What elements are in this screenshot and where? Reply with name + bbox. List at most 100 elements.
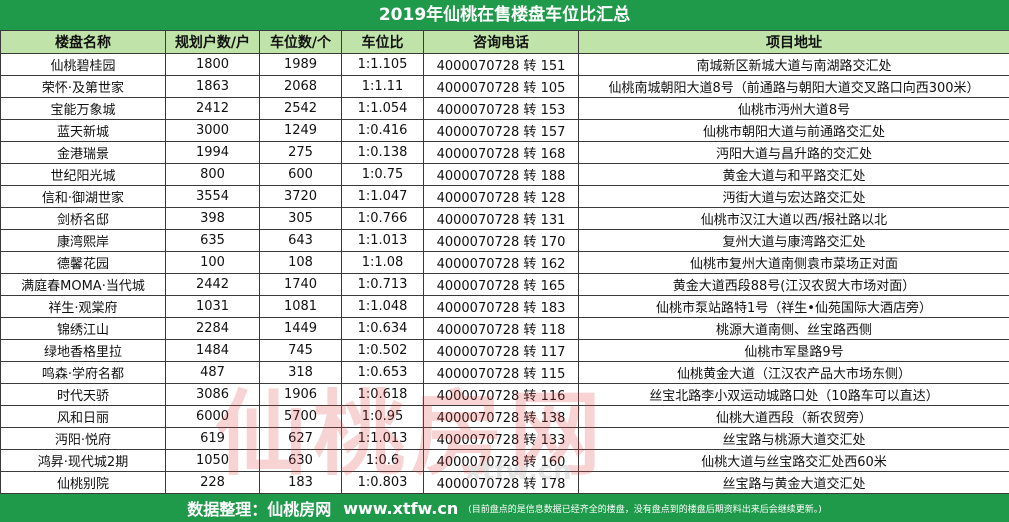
cell-parking: 643: [259, 229, 342, 252]
cell-ratio: 1:0.653: [341, 361, 424, 384]
table-row: 金港瑞景 1994 275 1:0.138 4000070728 转 168 沔阳大道与昌…: [0, 141, 1009, 164]
table-row: 鸣森·学府名都 487 318 1:0.653 4000070728 转 115 仙桃黄金…: [0, 361, 1009, 384]
cell-name: 信和·御湖世家: [0, 185, 166, 208]
cell-address: 仙桃市泵站路特1号（祥生•仙苑国际大酒店旁）: [578, 295, 1009, 318]
cell-households: 100: [165, 251, 260, 274]
cell-parking: 183: [259, 471, 342, 494]
cell-address: 南城新区新城大道与南湖路交汇处: [578, 53, 1009, 76]
table-row: 风和日丽 6000 5700 1:0.95 4000070728 转 138 仙桃大道西段…: [0, 405, 1009, 428]
table-row: 仙桃碧桂园 1800 1989 1:1.105 4000070728 转 151 南城新区…: [0, 53, 1009, 76]
cell-ratio: 1:0.95: [341, 405, 424, 428]
cell-name: 蓝天新城: [0, 119, 166, 142]
footer-website-link[interactable]: www.xtfw.cn: [343, 498, 459, 518]
cell-phone: 4000070728 转 153: [423, 97, 579, 120]
cell-households: 398: [165, 207, 260, 230]
cell-parking: 1249: [259, 119, 342, 142]
table-row: 信和·御湖世家 3554 3720 1:1.047 4000070728 转 128 沔街…: [0, 185, 1009, 208]
cell-address: 黄金大道与和平路交汇处: [578, 163, 1009, 186]
cell-parking: 1989: [259, 53, 342, 76]
table-row: 锦绣江山 2284 1449 1:0.634 4000070728 转 118 桃源大道南…: [0, 317, 1009, 340]
col-header-households: 规划户数/户: [165, 30, 260, 54]
cell-ratio: 1:0.803: [341, 471, 424, 494]
cell-ratio: 1:0.634: [341, 317, 424, 340]
cell-phone: 4000070728 转 157: [423, 119, 579, 142]
table-row: 沔阳·悦府 619 627 1:1.013 4000070728 转 133 丝宝路与桃源…: [0, 427, 1009, 450]
cell-address: 仙桃市沔州大道8号: [578, 97, 1009, 120]
table-row: 仙桃别院 228 183 1:0.803 4000070728 转 178 丝宝路与黄金大…: [0, 471, 1009, 494]
col-header-ratio: 车位比: [341, 30, 424, 54]
cell-ratio: 1:0.75: [341, 163, 424, 186]
table-row: 满庭春MOMA·当代城 2442 1740 1:0.713 4000070728 转 1…: [0, 273, 1009, 296]
cell-address: 仙桃大道与丝宝路交汇处西60米: [578, 449, 1009, 472]
cell-phone: 4000070728 转 131: [423, 207, 579, 230]
cell-phone: 4000070728 转 117: [423, 339, 579, 362]
cell-phone: 4000070728 转 188: [423, 163, 579, 186]
cell-phone: 4000070728 转 118: [423, 317, 579, 340]
cell-ratio: 1:1.013: [341, 229, 424, 252]
cell-name: 时代天骄: [0, 383, 166, 406]
cell-ratio: 1:1.105: [341, 53, 424, 76]
cell-name: 剑桥名邸: [0, 207, 166, 230]
cell-phone: 4000070728 转 151: [423, 53, 579, 76]
cell-address: 仙桃黄金大道（江汉农产品大市场东侧）: [578, 361, 1009, 384]
cell-name: 鸣森·学府名都: [0, 361, 166, 384]
table-title: 2019年仙桃在售楼盘车位比汇总: [0, 0, 1009, 31]
cell-phone: 4000070728 转 133: [423, 427, 579, 450]
cell-parking: 275: [259, 141, 342, 164]
cell-address: 仙桃市复州大道南侧袁市菜场正对面: [578, 251, 1009, 274]
cell-parking: 745: [259, 339, 342, 362]
cell-name: 荣怀·及第世家: [0, 75, 166, 98]
cell-phone: 4000070728 转 138: [423, 405, 579, 428]
cell-ratio: 1:0.502: [341, 339, 424, 362]
table-row: 鸿昇·现代城2期 1050 630 1:0.6 4000070728 转 160 仙桃大道…: [0, 449, 1009, 472]
table-row: 荣怀·及第世家 1863 2068 1:1.11 4000070728 转 105 仙桃南…: [0, 75, 1009, 98]
cell-households: 3000: [165, 119, 260, 142]
cell-parking: 1081: [259, 295, 342, 318]
cell-ratio: 1:1.08: [341, 251, 424, 274]
cell-name: 宝能万象城: [0, 97, 166, 120]
cell-address: 丝宝北路李小双运动城路口处（10路车可以直达）: [578, 383, 1009, 406]
cell-parking: 627: [259, 427, 342, 450]
cell-address: 仙桃市军垦路9号: [578, 339, 1009, 362]
parking-ratio-table: 楼盘名称 规划户数/户 车位数/个 车位比 咨询电话 项目地址 仙桃碧桂园 180…: [0, 30, 1009, 494]
cell-households: 2412: [165, 97, 260, 120]
footer-bar: 数据整理：仙桃房网 www.xtfw.cn (目前盘点的是信息数据已经齐全的楼盘…: [0, 494, 1009, 522]
cell-name: 仙桃碧桂园: [0, 53, 166, 76]
cell-parking: 1906: [259, 383, 342, 406]
table-row: 世纪阳光城 800 600 1:0.75 4000070728 转 188 黄金大道与和平…: [0, 163, 1009, 186]
cell-address: 复州大道与康湾路交汇处: [578, 229, 1009, 252]
table-row: 德馨花园 100 108 1:1.08 4000070728 转 162 仙桃市复州大道南…: [0, 251, 1009, 274]
cell-name: 沔阳·悦府: [0, 427, 166, 450]
table-row: 宝能万象城 2412 2542 1:1.054 4000070728 转 153 仙桃市沔…: [0, 97, 1009, 120]
cell-ratio: 1:1.013: [341, 427, 424, 450]
cell-parking: 1740: [259, 273, 342, 296]
cell-households: 800: [165, 163, 260, 186]
cell-parking: 2542: [259, 97, 342, 120]
cell-ratio: 1:0.138: [341, 141, 424, 164]
cell-phone: 4000070728 转 168: [423, 141, 579, 164]
cell-phone: 4000070728 转 105: [423, 75, 579, 98]
cell-ratio: 1:0.416: [341, 119, 424, 142]
cell-households: 2284: [165, 317, 260, 340]
cell-address: 仙桃南城朝阳大道8号（前通路与朝阳大道交叉路口向西300米）: [578, 75, 1009, 98]
cell-address: 仙桃市汉江大道以西/报社路以北: [578, 207, 1009, 230]
cell-parking: 3720: [259, 185, 342, 208]
cell-name: 金港瑞景: [0, 141, 166, 164]
table-row: 剑桥名邸 398 305 1:0.766 4000070728 转 131 仙桃市汉江大道…: [0, 207, 1009, 230]
cell-ratio: 1:0.6: [341, 449, 424, 472]
table-body: 仙桃碧桂园 1800 1989 1:1.105 4000070728 转 151 南城新区…: [0, 53, 1009, 494]
cell-name: 世纪阳光城: [0, 163, 166, 186]
cell-households: 6000: [165, 405, 260, 428]
cell-parking: 318: [259, 361, 342, 384]
cell-households: 1994: [165, 141, 260, 164]
cell-phone: 4000070728 转 115: [423, 361, 579, 384]
cell-households: 3554: [165, 185, 260, 208]
cell-households: 487: [165, 361, 260, 384]
cell-households: 2442: [165, 273, 260, 296]
header-row: 楼盘名称 规划户数/户 车位数/个 车位比 咨询电话 项目地址: [0, 30, 1009, 54]
cell-name: 风和日丽: [0, 405, 166, 428]
footer-note: (目前盘点的是信息数据已经齐全的楼盘，没有盘点到的楼盘后期资料出来后会继续更新。…: [468, 504, 822, 515]
cell-parking: 2068: [259, 75, 342, 98]
cell-phone: 4000070728 转 160: [423, 449, 579, 472]
